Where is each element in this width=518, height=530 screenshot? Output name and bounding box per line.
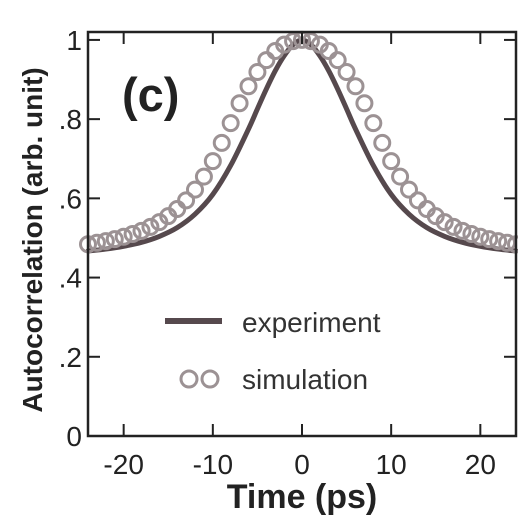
legend-simulation-marker-2 xyxy=(202,371,218,387)
y-tick-label: 0 xyxy=(66,421,82,452)
x-tick-label: -10 xyxy=(193,449,233,480)
simulation-point xyxy=(232,96,247,111)
simulation-point xyxy=(339,65,354,80)
simulation-point xyxy=(196,169,211,184)
simulation-point xyxy=(214,135,229,150)
y-tick-label: .6 xyxy=(59,183,82,214)
legend-simulation-marker-1 xyxy=(181,371,197,387)
legend-experiment-label: experiment xyxy=(242,307,381,338)
simulation-point xyxy=(241,79,256,94)
simulation-point xyxy=(259,53,274,68)
legend: experiment simulation xyxy=(165,307,381,395)
y-tick-label: .8 xyxy=(59,104,82,135)
simulation-point xyxy=(134,223,149,238)
simulation-point xyxy=(357,96,372,111)
x-tick-label: 0 xyxy=(294,449,310,480)
simulation-point xyxy=(366,116,381,131)
y-tick-label: .2 xyxy=(59,342,82,373)
simulation-point xyxy=(384,154,399,169)
simulation-point xyxy=(125,227,140,242)
x-axis-label: Time (ps) xyxy=(227,478,378,516)
y-tick-label: 1 xyxy=(66,25,82,56)
y-axis-label: Autocorrelation (arb. unit) xyxy=(17,67,48,412)
simulation-point xyxy=(410,193,425,208)
plot-layer xyxy=(81,32,518,251)
simulation-point xyxy=(223,116,238,131)
x-tick-label: -20 xyxy=(103,449,143,480)
y-tick-label: .4 xyxy=(59,263,82,294)
simulation-point xyxy=(375,135,390,150)
x-tick-label: 10 xyxy=(376,449,407,480)
simulation-point xyxy=(455,223,470,238)
legend-simulation-label: simulation xyxy=(242,364,368,395)
simulation-point xyxy=(205,154,220,169)
panel-label: (c) xyxy=(122,68,179,121)
simulation-point xyxy=(348,79,363,94)
x-tick-label: 20 xyxy=(465,449,496,480)
